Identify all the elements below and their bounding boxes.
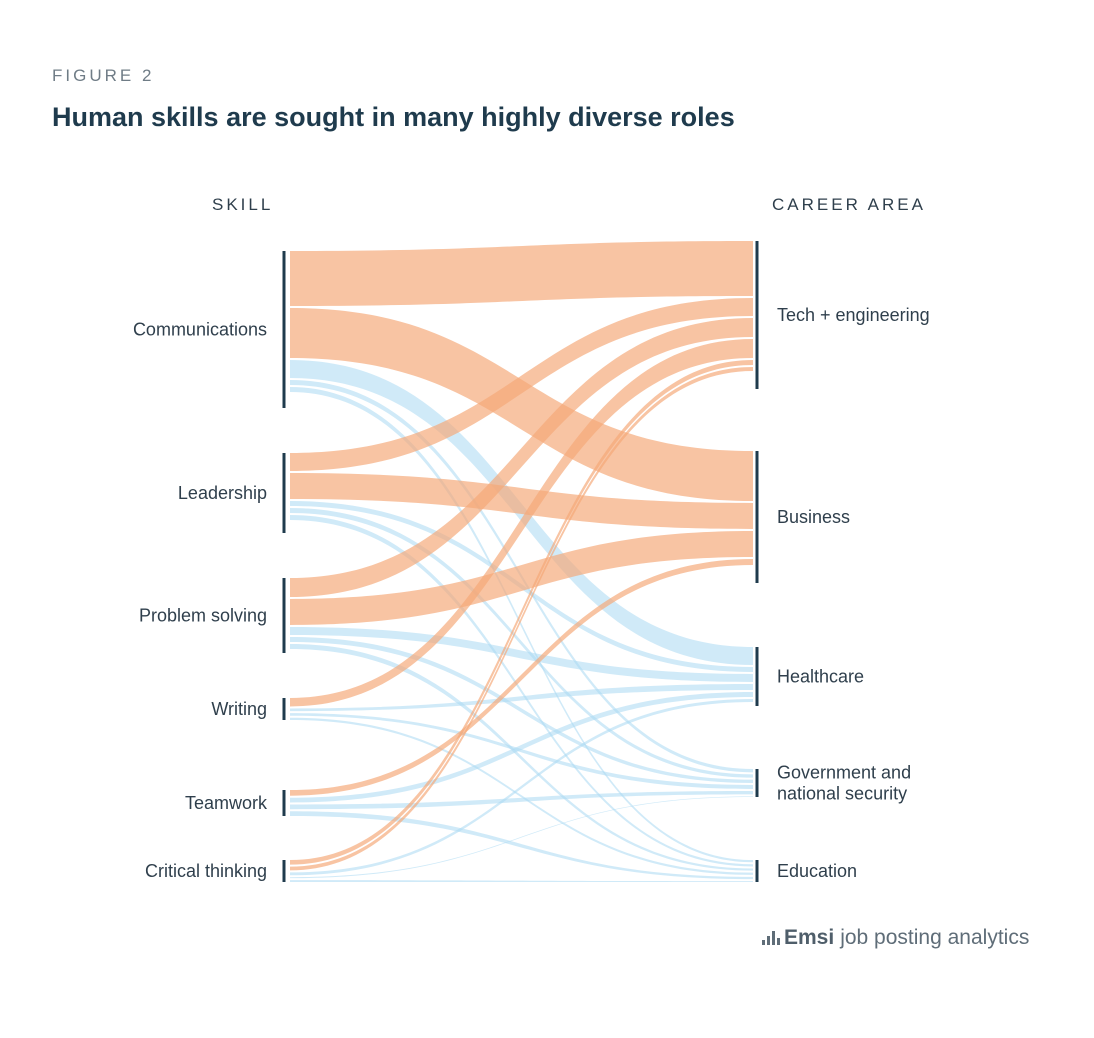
career-bar-education [755, 860, 759, 882]
node-bars [282, 241, 759, 882]
career-bar-healthcare [755, 647, 759, 706]
skill-label-critical-thinking: Critical thinking [145, 861, 267, 881]
career-label-business-line-1: Business [777, 507, 850, 527]
flow-writing-to-government [290, 713, 753, 789]
source-brand: Emsi [784, 926, 835, 949]
flow-critical-thinking-to-tech-engineering [290, 360, 753, 865]
flow-communications-to-tech-engineering [290, 241, 753, 306]
flow-leadership-to-business [290, 473, 753, 529]
career-label-tech-engineering-line-1: Tech + engineering [777, 305, 930, 325]
flow-teamwork-to-government [290, 791, 753, 810]
career-bar-government [755, 769, 759, 797]
flow-problem-solving-to-education [290, 644, 753, 871]
flow-communications-to-education [290, 387, 753, 863]
career-label-healthcare-line-1: Healthcare [777, 667, 864, 687]
skill-bar-problem-solving [282, 578, 286, 653]
flow-communications-to-business [290, 308, 753, 501]
skill-label-teamwork: Teamwork [185, 793, 268, 813]
source-text: job posting analytics [840, 926, 1030, 949]
node-labels: Communications Leadership Problem solving W… [133, 305, 930, 881]
flow-writing-to-education [290, 717, 753, 875]
career-bar-business [755, 451, 759, 583]
career-bar-tech-engineering [755, 241, 759, 389]
skill-bar-leadership [282, 453, 286, 533]
flow-critical-thinking-to-healthcare [290, 699, 753, 876]
emsi-logo-icon [762, 931, 780, 945]
skill-column-header: SKILL [212, 195, 274, 214]
skill-label-problem-solving: Problem solving [139, 606, 267, 626]
flow-critical-thinking-to-education [290, 880, 753, 882]
flow-teamwork-to-education [290, 811, 753, 880]
skill-label-writing: Writing [211, 699, 267, 719]
source-credit: Emsi job posting analytics [762, 926, 1029, 950]
career-label-government-line-1: Government and [777, 763, 911, 783]
flow-teamwork-to-healthcare [290, 692, 753, 803]
career-label-government-line-2: national security [777, 784, 907, 804]
flow-critical-thinking-to-tech-engineering [290, 367, 753, 871]
skill-bar-communications [282, 251, 286, 408]
flow-problem-solving-to-tech-engineering [290, 318, 753, 597]
flow-links [290, 241, 753, 882]
career-label-education-line-1: Education [777, 861, 857, 881]
flow-problem-solving-to-government [290, 637, 753, 783]
skill-label-communications: Communications [133, 320, 267, 340]
skill-bar-critical-thinking [282, 860, 286, 882]
figure-label: FIGURE 2 [52, 66, 155, 85]
flow-problem-solving-to-healthcare [290, 627, 753, 682]
flow-leadership-to-tech-engineering [290, 298, 753, 471]
flow-leadership-to-education [290, 515, 753, 867]
skill-label-leadership: Leadership [178, 483, 267, 503]
flow-leadership-to-government [290, 508, 753, 778]
skill-bar-teamwork [282, 790, 286, 816]
flow-teamwork-to-business [290, 559, 753, 796]
career-column-header: CAREER AREA [772, 195, 926, 214]
skill-bar-writing [282, 698, 286, 720]
figure-title: Human skills are sought in many highly d… [52, 102, 735, 132]
flow-writing-to-tech-engineering [290, 339, 753, 707]
flow-problem-solving-to-business [290, 531, 753, 625]
flow-critical-thinking-to-government [290, 796, 753, 879]
flow-writing-to-healthcare [290, 684, 753, 712]
